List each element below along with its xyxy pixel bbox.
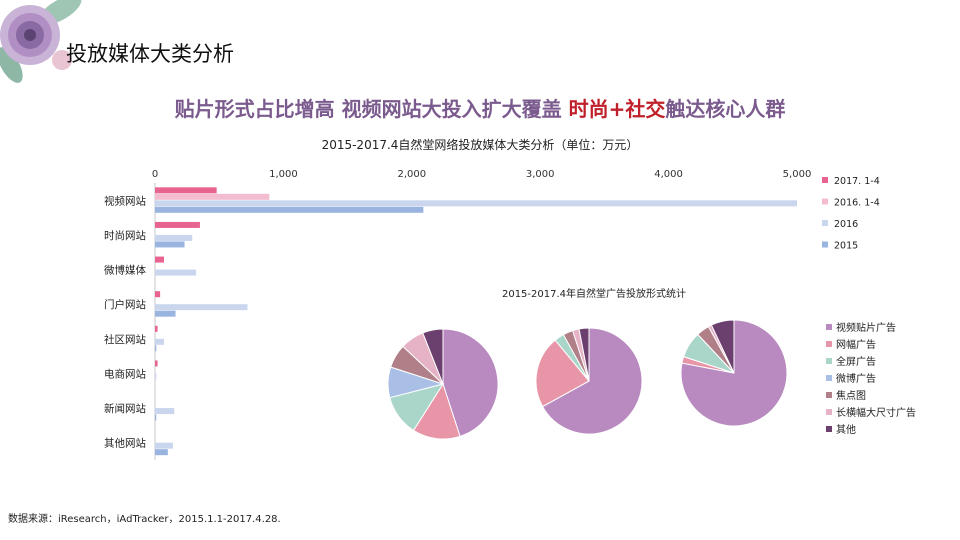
category-label: 电商网站 bbox=[104, 367, 146, 380]
pie-legend-swatch bbox=[826, 324, 832, 330]
bar bbox=[155, 442, 173, 449]
bar bbox=[155, 269, 197, 276]
headline: 贴片形式占比增高 视频网站大投入扩大覆盖 时尚+社交触达核心人群 bbox=[0, 93, 960, 122]
page-title: 投放媒体大类分析 bbox=[66, 43, 234, 66]
x-tick-label: 2,000 bbox=[397, 169, 426, 180]
bar-chart-title: 2015-2017.4自然堂网络投放媒体大类分析（单位：万元） bbox=[321, 138, 639, 152]
bar bbox=[155, 256, 164, 263]
legend-label: 2016. 1-4 bbox=[834, 198, 880, 209]
category-label: 微博媒体 bbox=[104, 264, 146, 277]
pie-legend-swatch bbox=[826, 375, 832, 381]
bar bbox=[155, 373, 157, 380]
bar bbox=[155, 234, 193, 241]
category-label: 门户网站 bbox=[104, 298, 146, 311]
pie-chart-title: 2015-2017.4年自然堂广告投放形式统计 bbox=[502, 287, 686, 300]
pie-legend-label: 全屏广告 bbox=[836, 355, 876, 368]
pie-legend-label: 微博广告 bbox=[836, 372, 876, 385]
bar bbox=[155, 221, 200, 228]
pie-legend-label: 网幅广告 bbox=[836, 338, 876, 351]
bar bbox=[155, 310, 176, 317]
pie-slice bbox=[541, 327, 643, 435]
pie-slice bbox=[442, 328, 499, 437]
x-tick-label: 1,000 bbox=[269, 169, 298, 180]
pie-legend-swatch bbox=[826, 392, 832, 398]
pie-slice bbox=[422, 328, 444, 385]
bar bbox=[155, 449, 168, 456]
bar bbox=[155, 408, 175, 415]
category-label: 新闻网站 bbox=[104, 402, 146, 415]
bar bbox=[155, 193, 270, 200]
bar bbox=[155, 360, 158, 367]
legend-label: 2017. 1-4 bbox=[834, 176, 880, 187]
pie-legend-label: 其他 bbox=[836, 423, 856, 436]
pie-legend-label: 视频贴片广告 bbox=[836, 321, 896, 334]
pie-legend-swatch bbox=[826, 341, 832, 347]
legend-swatch bbox=[822, 220, 828, 226]
flower-decoration bbox=[0, 0, 82, 83]
headline-part1: 贴片形式占比增高 视频网站大投入扩大覆盖 bbox=[174, 97, 569, 121]
bar bbox=[155, 304, 248, 311]
legend-swatch bbox=[822, 241, 828, 248]
bar bbox=[155, 187, 217, 194]
pie-legend-label: 焦点图 bbox=[836, 389, 866, 402]
data-source: 数据来源：iResearch，iAdTracker，2015.1.1-2017.… bbox=[8, 514, 281, 525]
pie-slice bbox=[710, 319, 735, 374]
bar bbox=[155, 200, 797, 207]
legend-label: 2016 bbox=[834, 219, 858, 230]
x-tick-label: 3,000 bbox=[526, 169, 555, 180]
headline-highlight: 时尚+社交 bbox=[568, 97, 666, 121]
headline-part2: 触达核心人群 bbox=[665, 97, 786, 121]
pie-legend-swatch bbox=[826, 426, 832, 432]
bar bbox=[155, 206, 424, 213]
category-label: 其他网站 bbox=[104, 437, 146, 450]
pie-slice bbox=[535, 339, 590, 408]
legend-label: 2015 bbox=[834, 241, 858, 252]
bar bbox=[155, 338, 164, 345]
pie-legend-swatch bbox=[826, 409, 832, 415]
bar bbox=[155, 291, 161, 298]
x-tick-label: 5,000 bbox=[783, 169, 812, 180]
x-tick-label: 0 bbox=[152, 169, 158, 180]
bar bbox=[155, 414, 157, 421]
bar bbox=[155, 345, 157, 352]
category-label: 时尚网站 bbox=[104, 229, 146, 242]
legend-swatch bbox=[822, 198, 828, 205]
category-label: 视频网站 bbox=[104, 194, 146, 207]
bar bbox=[155, 325, 158, 332]
pie-legend-swatch bbox=[826, 358, 832, 364]
pie-slice bbox=[578, 327, 590, 382]
legend-swatch bbox=[822, 177, 828, 183]
category-label: 社区网站 bbox=[104, 333, 146, 346]
pie-legend-label: 长横幅大尺寸广告 bbox=[836, 406, 916, 419]
x-tick-label: 4,000 bbox=[654, 169, 683, 180]
bar bbox=[155, 241, 185, 248]
